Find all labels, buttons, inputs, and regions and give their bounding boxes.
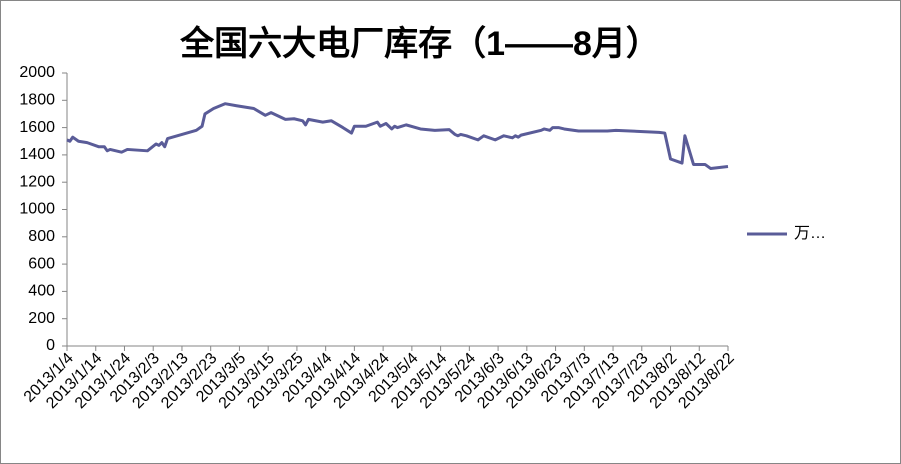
y-tick-label: 800 — [28, 228, 55, 245]
y-tick-label: 400 — [28, 283, 55, 300]
y-tick-label: 1200 — [19, 173, 55, 190]
y-tick-label: 2000 — [19, 64, 55, 81]
y-tick-label: 1400 — [19, 146, 55, 163]
y-tick-label: 0 — [46, 337, 55, 354]
legend-label: 万… — [794, 225, 826, 242]
y-tick-label: 1000 — [19, 201, 55, 218]
y-tick-label: 1800 — [19, 92, 55, 109]
chart-title: 全国六大电厂库存（1——8月） — [179, 24, 660, 63]
y-tick-label: 200 — [28, 310, 55, 327]
y-tick-label: 1600 — [19, 119, 55, 136]
data-line — [66, 102, 729, 171]
y-tick-label: 600 — [28, 255, 55, 272]
